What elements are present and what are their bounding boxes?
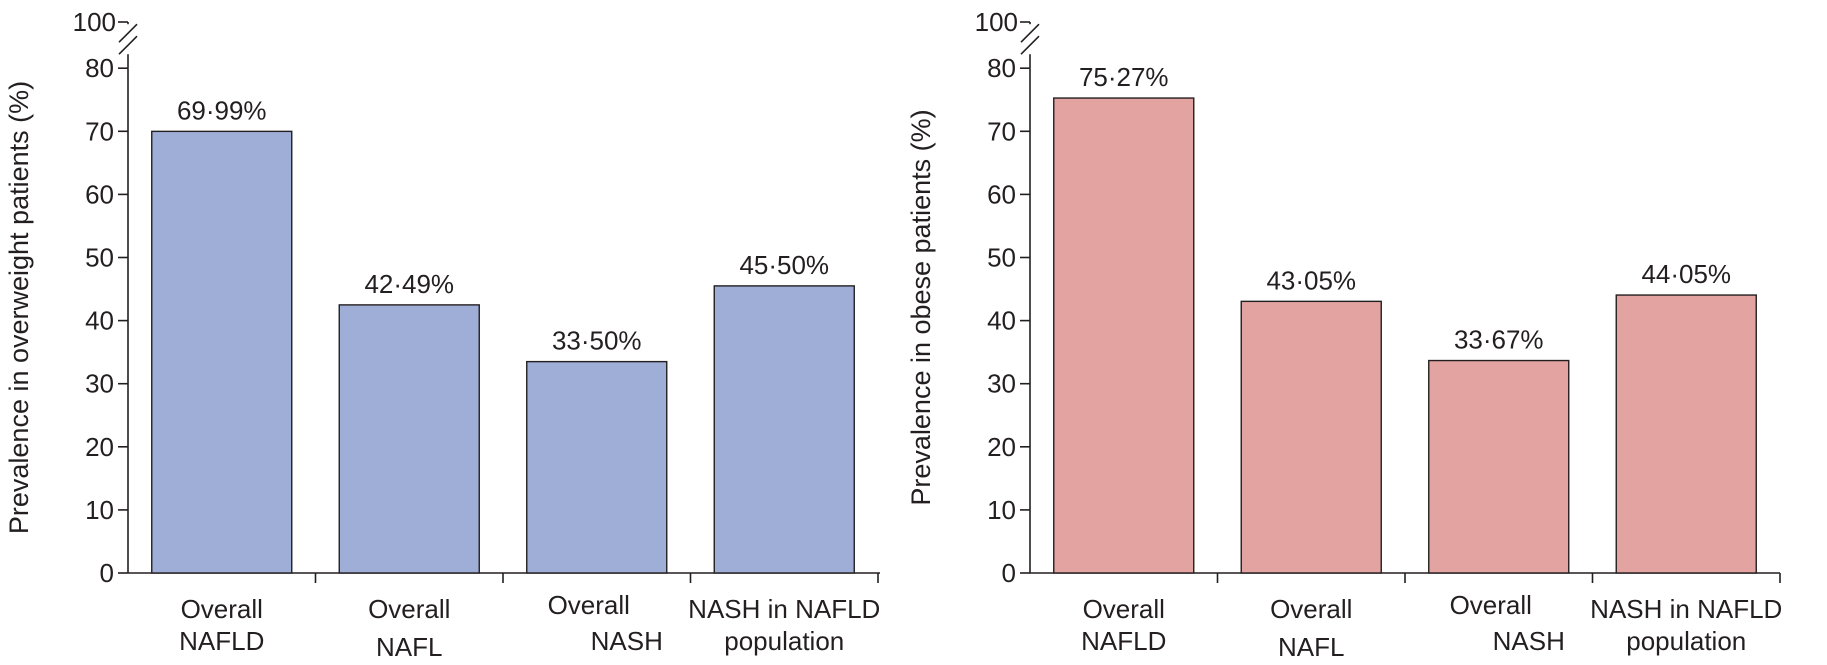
x-tick-label: NASH in NAFLD <box>688 594 880 624</box>
x-tick-label: NAFL <box>376 632 442 662</box>
y-axis-title: Prevalence in obese patients (%) <box>906 109 936 505</box>
y-tick-label: 50 <box>85 243 114 273</box>
chart-obese: Prevalence in obese patients (%) 100 0 10 20… <box>906 7 1782 662</box>
x-tick-label: Overall <box>1450 590 1532 620</box>
axis-break-mark <box>1020 35 1040 55</box>
y-tick-label: 50 <box>987 243 1016 273</box>
bar <box>713 285 855 574</box>
x-tick-label: Overall <box>1083 594 1165 624</box>
axis-break-mark <box>118 23 138 43</box>
x-tick-label: Overall <box>181 594 263 624</box>
x-tick-label: NASH in NAFLD <box>1590 594 1782 624</box>
x-tick-label: NASH <box>1493 626 1565 656</box>
bar <box>1615 294 1757 574</box>
y-tick-label: 0 <box>1002 558 1016 588</box>
y-tick-label: 100 <box>975 7 1018 37</box>
x-tick-label: NAFL <box>1278 632 1344 662</box>
x-tick-label: Overall <box>548 590 630 620</box>
y-tick-label: 40 <box>85 306 114 336</box>
x-tick-label: NAFLD <box>179 626 264 656</box>
chart-overweight: Prevalence in overweight patients (%)100… <box>4 7 880 662</box>
x-tick-label: Overall <box>1270 594 1352 624</box>
y-tick-label: 30 <box>987 369 1016 399</box>
data-label: 75·27% <box>1079 62 1169 92</box>
y-tick-label: 0 <box>100 558 114 588</box>
y-tick-label: 20 <box>987 432 1016 462</box>
axis-break-mark <box>118 35 138 55</box>
bar <box>338 304 480 574</box>
x-tick-label: population <box>1626 626 1746 656</box>
y-tick-label: 80 <box>987 53 1016 83</box>
x-tick-label: population <box>724 626 844 656</box>
y-tick-label: 70 <box>987 116 1016 146</box>
bar <box>151 130 293 574</box>
bar <box>1428 359 1570 574</box>
y-tick-label: 60 <box>987 179 1016 209</box>
data-label: 33·67% <box>1454 325 1544 355</box>
data-label: 43·05% <box>1266 265 1356 295</box>
x-tick-label: Overall <box>368 594 450 624</box>
y-tick-label: 70 <box>85 116 114 146</box>
y-tick-label: 100 <box>73 7 116 37</box>
bar <box>1240 300 1382 574</box>
bar <box>1053 97 1195 574</box>
y-tick-label: 30 <box>85 369 114 399</box>
data-label: 33·50% <box>552 326 642 356</box>
axis-break-mark <box>1020 23 1040 43</box>
x-tick-label: NAFLD <box>1081 626 1166 656</box>
x-tick-label: NASH <box>591 626 663 656</box>
y-tick-label: 60 <box>85 179 114 209</box>
y-axis-title: Prevalence in overweight patients (%) <box>4 81 34 534</box>
y-tick-label: 20 <box>85 432 114 462</box>
y-tick-label: 40 <box>987 306 1016 336</box>
data-label: 45·50% <box>739 250 829 280</box>
y-tick-label: 80 <box>85 53 114 83</box>
y-tick-label: 10 <box>987 495 1016 525</box>
y-tick-label: 10 <box>85 495 114 525</box>
bar <box>526 360 668 574</box>
data-label: 44·05% <box>1641 259 1731 289</box>
data-label: 69·99% <box>177 95 267 125</box>
data-label: 42·49% <box>364 269 454 299</box>
